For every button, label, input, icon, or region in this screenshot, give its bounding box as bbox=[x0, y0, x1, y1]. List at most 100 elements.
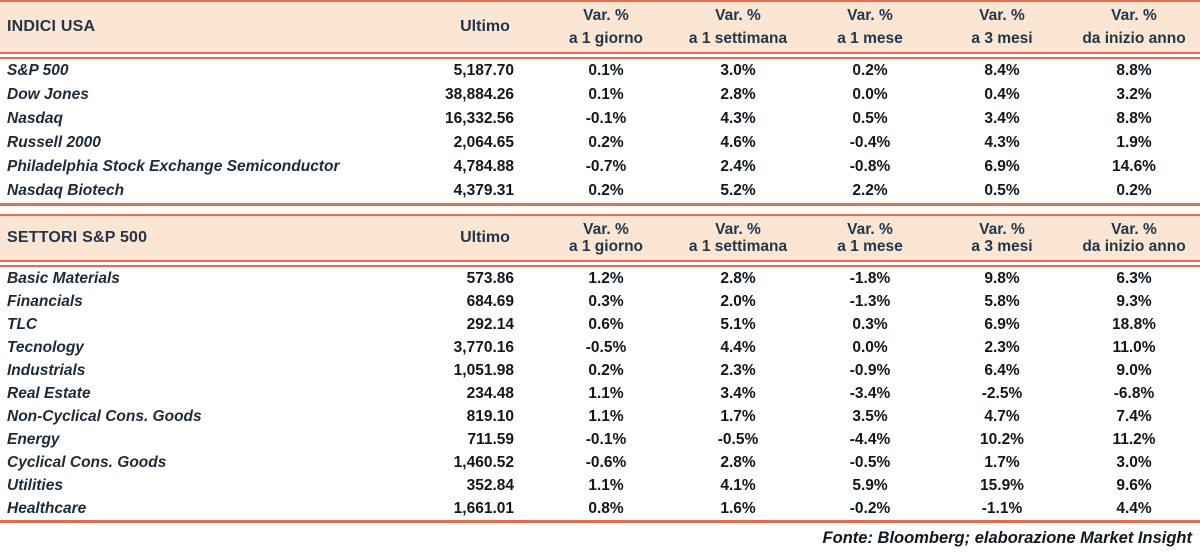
row-label: Philadelphia Stock Exchange Semiconducto… bbox=[7, 158, 340, 175]
row-last-value: 292.14 bbox=[466, 316, 514, 333]
var-sub-label: da inizio anno bbox=[1082, 238, 1186, 255]
table-row: Financials 684.69 0.3% 2.0% -1.3% 5.8% 9… bbox=[0, 290, 1200, 313]
row-var-1m: 2.2% bbox=[852, 182, 888, 199]
indici-usa-body: S&P 500 5,187.70 0.1% 3.0% 0.2% 8.4% 8.8… bbox=[0, 59, 1200, 203]
column-header-var-1m: Var. % a 1 mese bbox=[804, 2, 936, 52]
row-var-1w: 2.4% bbox=[720, 158, 756, 175]
table-row: Nasdaq Biotech 4,379.31 0.2% 5.2% 2.2% 0… bbox=[0, 179, 1200, 203]
row-var-3m: 6.9% bbox=[984, 158, 1020, 175]
table-row: Nasdaq 16,332.56 -0.1% 4.3% 0.5% 3.4% 8.… bbox=[0, 107, 1200, 131]
row-var-1w: 2.8% bbox=[720, 454, 756, 471]
top-rule bbox=[0, 0, 1200, 2]
row-var-1g: 0.1% bbox=[588, 62, 624, 79]
row-var-1g: 1.1% bbox=[588, 385, 624, 402]
column-header-var-1g: Var. % a 1 giorno bbox=[540, 2, 672, 52]
var-sub-label: a 1 settimana bbox=[688, 30, 788, 47]
row-var-1w: 4.1% bbox=[720, 477, 756, 494]
table-row: Healthcare 1,661.01 0.8% 1.6% -0.2% -1.1… bbox=[0, 497, 1200, 520]
row-var-1g: 0.2% bbox=[588, 182, 624, 199]
row-var-ytd: 6.3% bbox=[1116, 270, 1152, 287]
row-label: Healthcare bbox=[7, 500, 87, 517]
row-var-3m: 5.8% bbox=[984, 293, 1020, 310]
row-var-1w: 2.3% bbox=[720, 362, 756, 379]
table-row: Utilities 352.84 1.1% 4.1% 5.9% 15.9% 9.… bbox=[0, 474, 1200, 497]
row-label: Real Estate bbox=[7, 385, 91, 402]
row-label: TLC bbox=[7, 316, 38, 333]
row-var-1g: 0.1% bbox=[588, 86, 624, 103]
row-label: Financials bbox=[7, 293, 83, 310]
column-header-var-ytd: Var. % da inizio anno bbox=[1068, 216, 1200, 260]
row-label: Industrials bbox=[7, 362, 86, 379]
row-last-value: 3,770.16 bbox=[453, 339, 514, 356]
row-var-1w: 1.6% bbox=[720, 500, 756, 517]
indici-usa-header-row: INDICI USA Ultimo Var. % a 1 giorno Var.… bbox=[0, 2, 1200, 52]
row-var-1m: 0.3% bbox=[852, 316, 888, 333]
row-var-1g: 0.3% bbox=[588, 293, 624, 310]
section-title: INDICI USA bbox=[7, 18, 96, 35]
table-row: Russell 2000 2,064.65 0.2% 4.6% -0.4% 4.… bbox=[0, 131, 1200, 155]
column-header-var-3m: Var. % a 3 mesi bbox=[936, 216, 1068, 260]
row-var-3m: 0.5% bbox=[984, 182, 1020, 199]
table-row: Philadelphia Stock Exchange Semiconducto… bbox=[0, 155, 1200, 179]
row-var-ytd: 3.2% bbox=[1116, 86, 1152, 103]
var-label: Var. % bbox=[847, 221, 893, 238]
source-note: Fonte: Bloomberg; elaborazione Market In… bbox=[822, 529, 1192, 547]
section-title: SETTORI S&P 500 bbox=[7, 229, 148, 246]
row-var-1g: -0.1% bbox=[585, 431, 627, 448]
column-header-var-3m: Var. % a 3 mesi bbox=[936, 2, 1068, 52]
row-var-3m: 6.4% bbox=[984, 362, 1020, 379]
row-var-1m: 0.2% bbox=[852, 62, 888, 79]
row-label: Nasdaq Biotech bbox=[7, 182, 125, 199]
table-row: Energy 711.59 -0.1% -0.5% -4.4% 10.2% 11… bbox=[0, 428, 1200, 451]
row-var-1w: 4.6% bbox=[720, 134, 756, 151]
row-var-1g: 1.1% bbox=[588, 408, 624, 425]
row-var-1m: -1.8% bbox=[849, 270, 891, 287]
row-last-value: 5,187.70 bbox=[453, 62, 514, 79]
row-var-ytd: 7.4% bbox=[1116, 408, 1152, 425]
row-last-value: 684.69 bbox=[466, 293, 514, 310]
table-row: Industrials 1,051.98 0.2% 2.3% -0.9% 6.4… bbox=[0, 359, 1200, 382]
row-label: Nasdaq bbox=[7, 110, 63, 127]
row-var-ytd: -6.8% bbox=[1113, 385, 1155, 402]
var-sub-label: a 1 giorno bbox=[568, 30, 644, 47]
row-var-1m: -0.9% bbox=[849, 362, 891, 379]
row-var-1m: -1.3% bbox=[849, 293, 891, 310]
row-var-3m: 10.2% bbox=[980, 431, 1024, 448]
row-var-1g: -0.1% bbox=[585, 110, 627, 127]
row-last-value: 573.86 bbox=[466, 270, 514, 287]
var-label: Var. % bbox=[979, 221, 1025, 238]
row-var-1m: -3.4% bbox=[849, 385, 891, 402]
row-var-ytd: 9.6% bbox=[1116, 477, 1152, 494]
row-var-ytd: 0.2% bbox=[1116, 182, 1152, 199]
row-last-value: 352.84 bbox=[466, 477, 514, 494]
row-var-1g: 0.8% bbox=[588, 500, 624, 517]
row-var-1w: 1.7% bbox=[720, 408, 756, 425]
row-var-3m: -2.5% bbox=[981, 385, 1023, 402]
var-sub-label: da inizio anno bbox=[1082, 30, 1186, 47]
section-settori-sp500: SETTORI S&P 500 Ultimo Var. % a 1 giorno… bbox=[0, 214, 1200, 523]
row-var-1g: -0.7% bbox=[585, 158, 627, 175]
row-var-3m: 4.7% bbox=[984, 408, 1020, 425]
row-label: Dow Jones bbox=[7, 86, 89, 103]
row-var-1m: 0.0% bbox=[852, 86, 888, 103]
row-var-1w: 2.8% bbox=[720, 270, 756, 287]
row-var-1w: -0.5% bbox=[717, 431, 759, 448]
var-label: Var. % bbox=[583, 221, 629, 238]
row-var-1m: -0.8% bbox=[849, 158, 891, 175]
row-var-3m: 2.3% bbox=[984, 339, 1020, 356]
row-last-value: 16,332.56 bbox=[445, 110, 514, 127]
row-var-ytd: 14.6% bbox=[1112, 158, 1156, 175]
row-var-1m: -4.4% bbox=[849, 431, 891, 448]
row-var-1m: 0.0% bbox=[852, 339, 888, 356]
var-label: Var. % bbox=[715, 221, 761, 238]
row-label: Non-Cyclical Cons. Goods bbox=[7, 408, 202, 425]
row-var-3m: 15.9% bbox=[980, 477, 1024, 494]
row-last-value: 4,379.31 bbox=[453, 182, 514, 199]
row-label: Basic Materials bbox=[7, 270, 120, 287]
var-label: Var. % bbox=[1111, 221, 1157, 238]
row-label: Russell 2000 bbox=[7, 134, 101, 151]
var-label: Var. % bbox=[715, 7, 761, 24]
row-last-value: 234.48 bbox=[466, 385, 514, 402]
section-bottom-rule bbox=[0, 520, 1200, 523]
var-sub-label: a 3 mesi bbox=[971, 238, 1033, 255]
